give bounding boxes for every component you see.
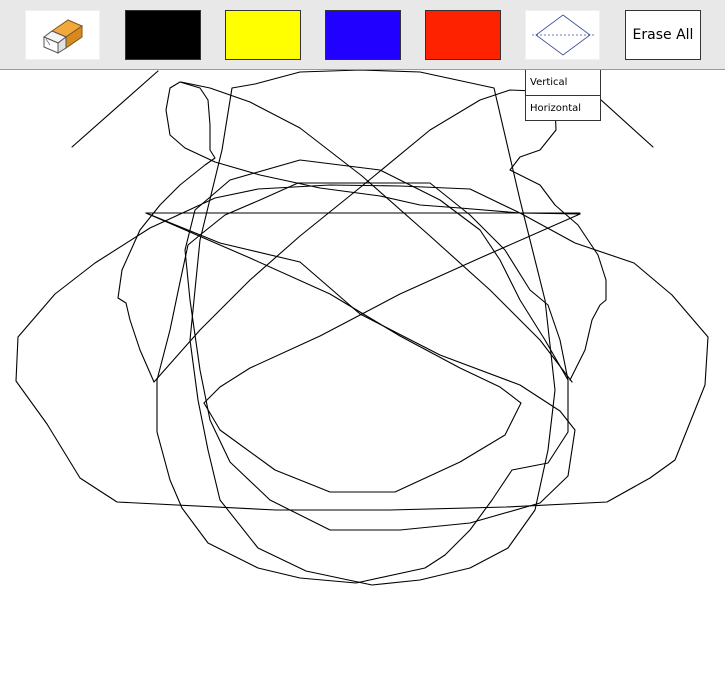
stroke-wing-line-2 — [153, 89, 607, 383]
symmetry-diamond-icon — [531, 14, 594, 56]
stroke-inner-bowl — [203, 402, 522, 493]
stroke-middle-diagonal-left — [145, 212, 522, 404]
symmetry-option-horizontal[interactable]: Horizontal — [526, 95, 600, 120]
erase-all-button[interactable]: Erase All — [625, 10, 701, 60]
color-swatch-black[interactable] — [125, 10, 201, 60]
stroke-wing-line-3 — [117, 81, 581, 383]
eraser-icon — [42, 19, 83, 54]
stroke-tall-loop — [189, 69, 556, 586]
stroke-wing-line-1 — [180, 81, 573, 383]
color-swatch-yellow[interactable] — [225, 10, 301, 60]
symmetry-tool-button[interactable] — [525, 10, 600, 60]
color-swatch-blue[interactable] — [325, 10, 401, 60]
eraser-tool-button[interactable] — [25, 10, 100, 60]
symmetry-option-vertical[interactable]: Vertical — [530, 77, 568, 88]
stroke-inner-hexagon — [156, 182, 569, 584]
symmetry-dropdown-menu: Vertical Horizontal — [525, 70, 601, 121]
toolbar: Erase All — [0, 0, 725, 70]
stroke-diagonal-left — [71, 70, 159, 148]
stroke-middle-diagonal-right — [203, 213, 581, 404]
stroke-outer-loop — [15, 184, 709, 511]
color-swatch-red[interactable] — [425, 10, 501, 60]
stroke-curve-a — [145, 159, 576, 531]
